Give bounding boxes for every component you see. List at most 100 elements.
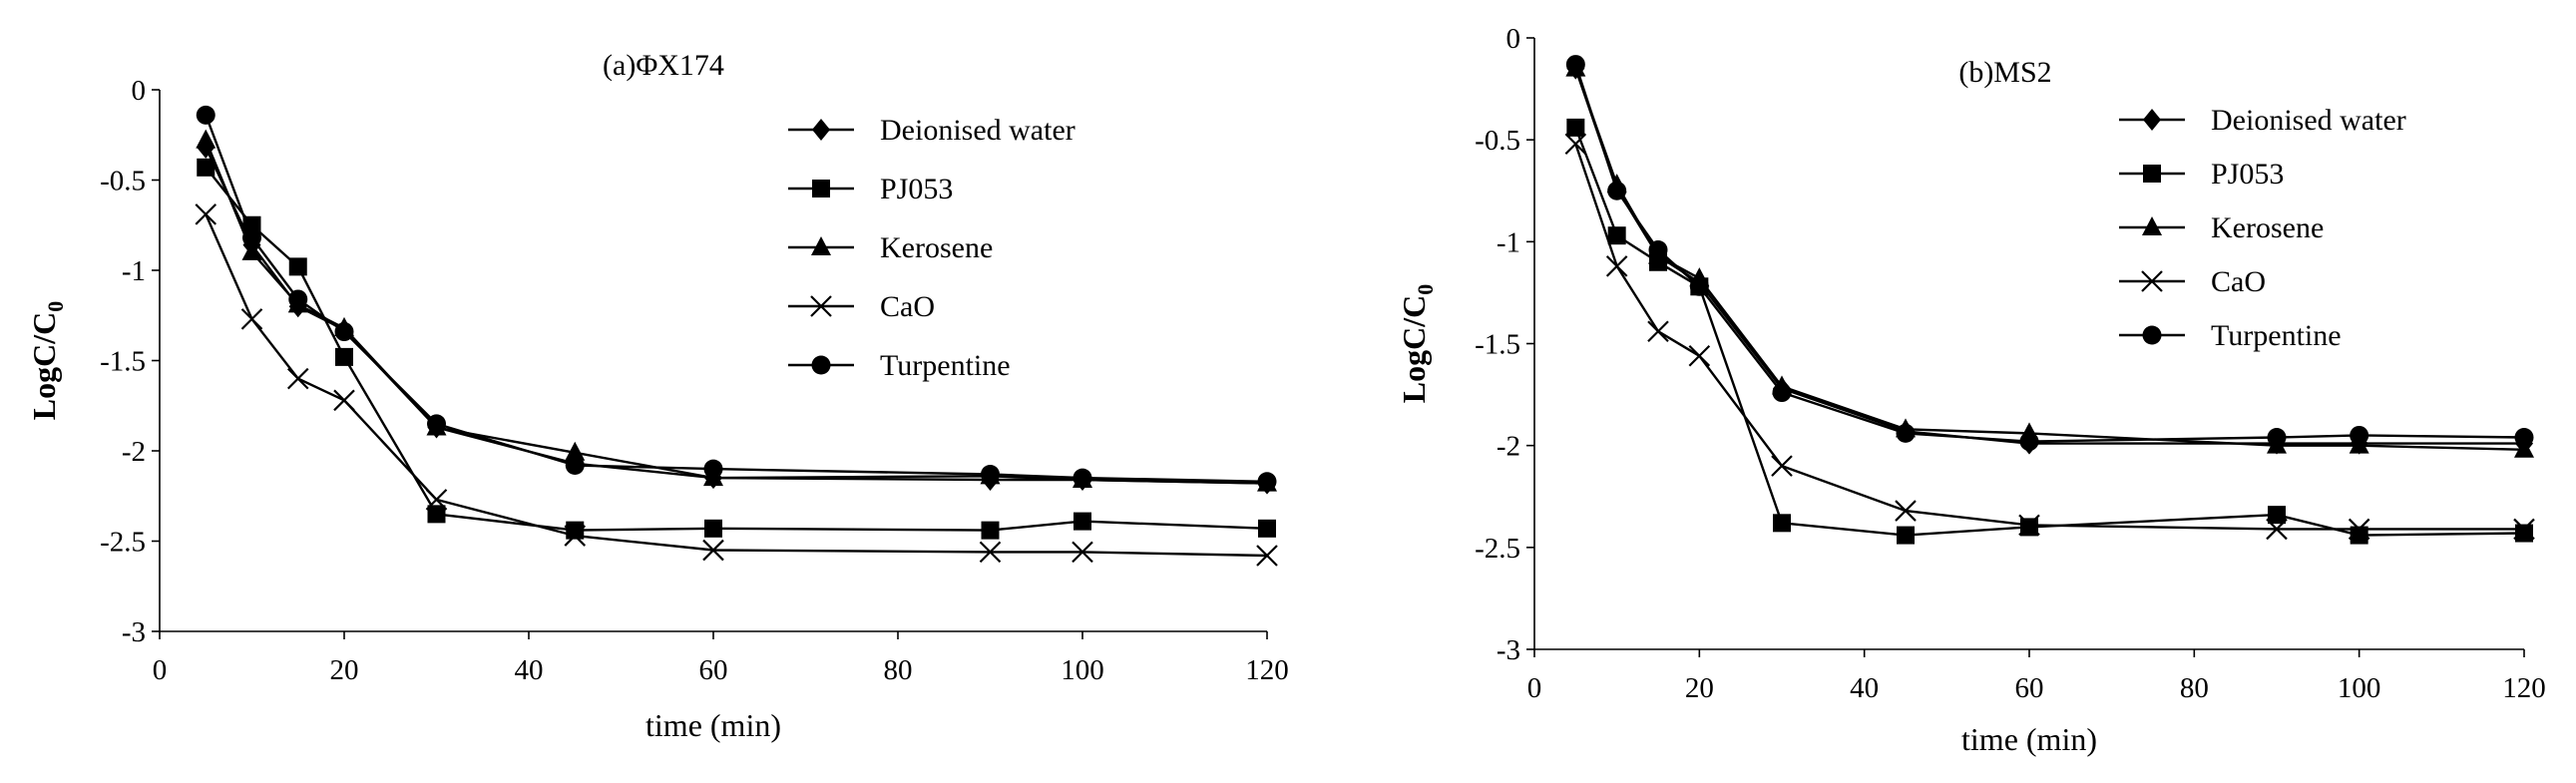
data-point <box>1647 320 1669 343</box>
panel-b: 0-0.5-1-1.5-2-2.5-30 20 40 60 80 100 120(b)MS2… <box>1396 23 2546 757</box>
x-tick-label: 60 <box>2015 672 2044 704</box>
data-point <box>1773 514 1791 533</box>
chart-title: (b)MS2 <box>1958 56 2051 89</box>
series-kerosene <box>196 129 1277 492</box>
legend-item: Deionised water <box>2119 104 2406 137</box>
x-tick-label: 0 <box>1527 672 1542 704</box>
legend-item: Turpentine <box>2119 319 2342 352</box>
data-point <box>1648 240 1668 260</box>
legend-item: Turpentine <box>788 349 1011 382</box>
legend-label: Kerosene <box>880 231 993 264</box>
legend-label: Kerosene <box>2211 211 2324 244</box>
series-turpentine <box>196 105 1277 492</box>
data-point <box>196 105 215 125</box>
x-axis-title: time (min) <box>1961 721 2097 757</box>
x-tick-label: 80 <box>2180 672 2209 704</box>
data-point <box>704 519 722 538</box>
x-tick-label: 40 <box>515 654 544 686</box>
legend-marker <box>812 119 830 141</box>
data-point <box>1895 500 1917 522</box>
x-tick-label: 0 <box>153 654 168 686</box>
x-tick-label: 20 <box>330 654 359 686</box>
data-point <box>2514 427 2534 447</box>
x-tick-label: 20 <box>1685 672 1714 704</box>
data-point <box>335 347 353 366</box>
data-point <box>242 227 261 247</box>
legend-marker <box>812 180 830 197</box>
legend-label: PJ053 <box>2211 158 2284 191</box>
legend-marker <box>2142 216 2162 235</box>
y-tick-label: -2.5 <box>1475 533 1520 565</box>
series-line <box>205 213 1268 558</box>
chart-title: (a)ΦX174 <box>603 49 724 82</box>
x-tick-label: 100 <box>1061 654 1104 686</box>
legend-label: Deionised water <box>2211 104 2406 137</box>
legend-label: Turpentine <box>2211 319 2342 352</box>
data-point <box>2266 518 2288 541</box>
data-point <box>1256 545 1278 567</box>
data-point <box>981 465 1000 485</box>
y-axis-title: LogC/C0 <box>1396 284 1438 403</box>
data-point <box>2514 438 2534 458</box>
y-tick-label: -2.5 <box>100 527 146 559</box>
data-point <box>1258 519 1276 538</box>
y-tick-label: -2 <box>1497 431 1520 463</box>
data-point <box>1689 276 1709 296</box>
data-point <box>2350 425 2369 445</box>
data-point <box>1566 118 1585 137</box>
data-point <box>1564 133 1587 156</box>
data-point <box>2020 518 2038 537</box>
data-point <box>2350 526 2368 545</box>
data-point <box>702 539 724 562</box>
x-tick-label: 120 <box>1245 654 1289 686</box>
y-tick-label: -2 <box>122 436 146 468</box>
x-axis-title: time (min) <box>645 707 781 743</box>
y-tick-label: 0 <box>132 75 147 107</box>
data-point <box>1605 255 1628 277</box>
data-point <box>288 289 308 309</box>
y-axis-title-main: LogC/C <box>26 312 62 420</box>
legend-marker <box>811 236 831 255</box>
data-point <box>979 541 1002 564</box>
y-tick-label: -3 <box>122 616 146 648</box>
legend-label: Deionised water <box>880 114 1075 147</box>
legend-label: CaO <box>2211 265 2266 298</box>
data-point <box>2019 432 2039 452</box>
data-point <box>1896 423 1916 443</box>
series-line <box>205 167 1268 532</box>
data-point <box>565 455 585 475</box>
legend-marker <box>2142 325 2162 345</box>
y-tick-label: -3 <box>1497 634 1520 666</box>
x-tick-label: 80 <box>884 654 913 686</box>
legend-item: PJ053 <box>2119 158 2284 191</box>
series-line <box>1574 127 2525 537</box>
series-deionised-water <box>197 136 1276 495</box>
y-tick-label: -1 <box>1497 226 1520 258</box>
data-point <box>1771 455 1793 477</box>
data-point <box>1565 55 1585 75</box>
legend-item: Kerosene <box>2119 211 2324 244</box>
data-point <box>241 240 262 260</box>
legend-item: CaO <box>2119 265 2266 298</box>
y-tick-label: -1 <box>122 255 146 287</box>
y-axis-title-main: LogC/C <box>1396 295 1432 403</box>
data-point <box>564 525 587 547</box>
data-point <box>334 322 354 342</box>
data-point <box>2018 514 2040 537</box>
data-point <box>1073 512 1091 531</box>
data-point <box>286 367 309 390</box>
series-line <box>205 114 1268 483</box>
x-tick-label: 100 <box>2338 672 2381 704</box>
legend-item: Deionised water <box>788 114 1075 147</box>
y-tick-label: 0 <box>1506 23 1521 55</box>
panel-a: 0-0.5-1-1.5-2-2.5-30 20 40 60 80 100 120(a)ΦX1… <box>26 49 1289 743</box>
data-point <box>2268 506 2286 525</box>
series-line <box>205 140 1268 485</box>
data-point <box>333 389 355 412</box>
series-line <box>205 147 1268 485</box>
data-point <box>703 459 723 479</box>
data-point <box>981 521 1000 540</box>
data-point <box>1607 181 1627 200</box>
x-tick-label: 120 <box>2502 672 2546 704</box>
